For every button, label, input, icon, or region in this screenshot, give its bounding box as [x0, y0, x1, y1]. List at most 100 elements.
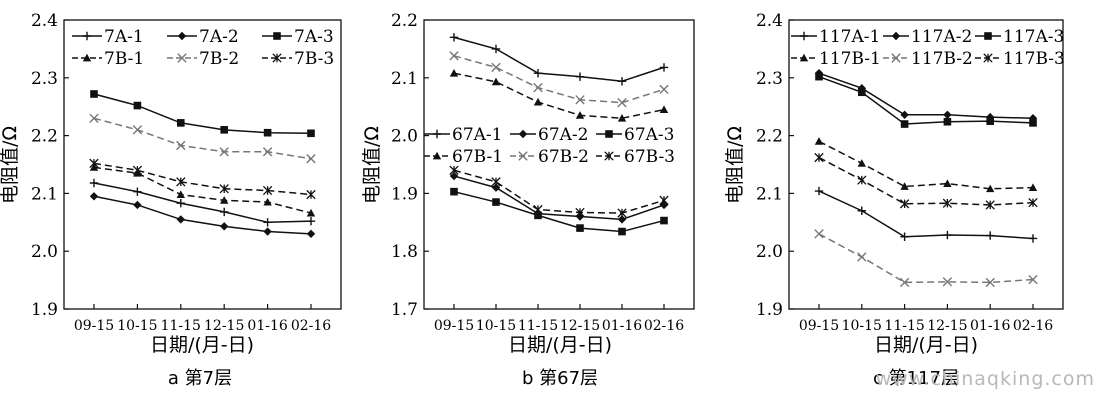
data-point [533, 82, 543, 93]
legend-label: 7A-2 [199, 27, 239, 47]
x-axis-title: 日期/(月-日) [150, 334, 254, 356]
data-point [900, 232, 909, 241]
legend-marker [273, 32, 281, 40]
data-point [985, 277, 995, 288]
y-tick-label: 2.2 [31, 127, 58, 147]
data-point [449, 51, 459, 61]
legend: 7A-1 7A-2 7A-3 7B-1 7B-2 7B-3 [72, 27, 334, 69]
chart-panel-3: 1.9 2.0 2.1 2.2 2.3 2.4 09-15 10-15 11-15 12-15 01… [724, 11, 1065, 389]
legend-marker [177, 53, 187, 63]
data-point [575, 207, 585, 218]
legend-marker [82, 31, 92, 41]
series-line [93, 93, 312, 135]
data-point [575, 72, 585, 81]
y-tick-label: 1.9 [756, 300, 783, 320]
legend-marker [891, 31, 901, 41]
legend-label: 7A-3 [294, 27, 334, 47]
legend-item: 67A-1 [424, 125, 502, 145]
y-axis-title: 电阻值/Ω [0, 126, 21, 204]
series-line [818, 156, 1034, 206]
data-point [220, 196, 229, 204]
legend-marker [272, 53, 282, 63]
data-point [985, 200, 995, 210]
legend-item: 117B-1 [791, 49, 881, 69]
data-point [814, 229, 824, 239]
y-tick-label: 1.9 [391, 184, 418, 204]
series-line [93, 182, 312, 224]
legend-label: 7B-1 [104, 49, 144, 69]
series-line [93, 162, 312, 196]
x-tick-label: 11-15 [518, 318, 558, 334]
data-point [576, 224, 584, 232]
plot-frame [63, 19, 342, 310]
data-point [89, 192, 99, 201]
data-point [89, 178, 99, 188]
data-point [899, 277, 910, 288]
y-tick-label: 2.1 [756, 184, 783, 204]
data-point [1029, 119, 1037, 127]
data-point [533, 204, 543, 215]
legend-item: 117B-2 [883, 49, 973, 69]
y-axis-title: 电阻值/Ω [724, 126, 746, 204]
legend: 117A-1 117A-2 117A-3 117B-1 117B-2 117B-3 [791, 27, 1065, 69]
series-67B-1 [449, 68, 669, 122]
data-point [306, 154, 316, 164]
data-point [491, 183, 501, 192]
data-point [814, 186, 824, 196]
data-point [942, 277, 953, 287]
x-tick-label: 12-15 [204, 318, 244, 334]
data-point [307, 129, 315, 138]
data-point [491, 77, 501, 86]
legend-marker [799, 31, 809, 41]
y-tick-label: 2.2 [756, 127, 783, 147]
series-line [93, 166, 312, 214]
data-point [449, 68, 459, 77]
legend-marker [799, 53, 809, 62]
y-tick-label: 2.0 [756, 242, 783, 262]
legend-marker [983, 53, 993, 63]
data-point [220, 207, 229, 217]
data-point [857, 252, 867, 262]
series-line [818, 75, 1034, 125]
chart-panel-1: 1.9 2.0 2.1 2.2 2.3 2.4 09-15 10-15 11-15 12-15 01… [0, 11, 342, 389]
data-point [617, 208, 627, 218]
data-point [133, 187, 142, 196]
legend-label: 117B-3 [1003, 49, 1065, 69]
data-point [1028, 197, 1038, 208]
series-7A-2 [89, 192, 316, 239]
legend-label: 7A-1 [104, 27, 144, 47]
data-point [857, 175, 867, 185]
x-tick-label: 10-15 [476, 318, 516, 334]
x-tick-label: 12-15 [560, 318, 600, 334]
data-point [659, 105, 669, 113]
series-line [453, 169, 665, 214]
data-point [575, 95, 585, 105]
series-line [818, 140, 1034, 190]
x-tick-label: 10-15 [842, 318, 882, 334]
x-tick-label: 11-15 [161, 318, 201, 334]
data-point [449, 171, 459, 181]
data-point [263, 128, 272, 137]
legend-item: 67B-3 [596, 147, 675, 167]
data-point [262, 147, 273, 157]
legend-label: 117A-3 [1003, 27, 1064, 47]
series-line [453, 72, 665, 120]
legend-label: 67B-1 [452, 147, 503, 167]
series-117B-1 [814, 137, 1038, 193]
data-point [89, 113, 99, 123]
series-7B-1 [89, 163, 316, 217]
legend-item: 67A-3 [596, 125, 674, 145]
x-tick-label: 12-15 [927, 318, 967, 334]
legend-marker [177, 31, 187, 41]
data-point [900, 120, 909, 128]
data-point [1028, 183, 1038, 192]
series-line [453, 175, 665, 221]
data-point [943, 117, 952, 126]
legend-marker [432, 129, 442, 139]
legend-label: 7B-2 [199, 49, 239, 69]
data-point [659, 63, 669, 72]
y-tick-label: 2.3 [756, 69, 783, 89]
data-point [857, 206, 866, 215]
data-point [306, 216, 316, 226]
